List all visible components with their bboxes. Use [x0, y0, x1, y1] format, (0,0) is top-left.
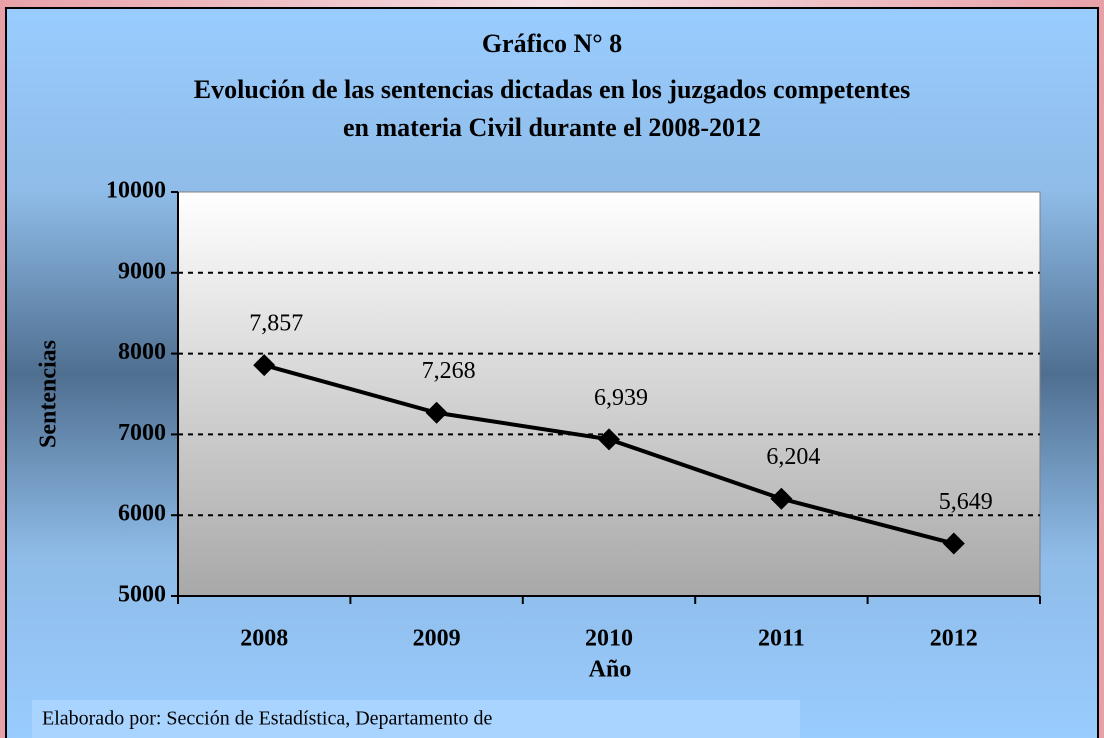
x-tick-label: 2008 — [240, 626, 288, 652]
data-marker — [942, 532, 965, 555]
data-marker — [425, 401, 448, 424]
chart-title: Gráfico N° 8 — [482, 29, 622, 58]
footnote: Elaborado por: Sección de Estadística, D… — [42, 708, 493, 730]
data-label: 6,204 — [766, 444, 820, 470]
y-tick-label: 5000 — [118, 582, 166, 608]
x-axis-title: Año — [589, 657, 632, 683]
data-marker — [253, 354, 276, 377]
y-axis-title: Sentencias — [36, 340, 62, 448]
footnote-box — [32, 700, 800, 738]
data-marker — [598, 428, 620, 451]
x-tick-label: 2012 — [930, 626, 978, 652]
data-label: 6,939 — [594, 385, 648, 411]
y-tick-label: 6000 — [118, 501, 166, 527]
y-tick-label: 8000 — [118, 339, 166, 365]
data-marker — [770, 487, 793, 510]
x-tick-label: 2011 — [758, 626, 805, 652]
y-tick-label: 7000 — [118, 420, 166, 446]
x-tick-label: 2010 — [585, 626, 633, 652]
y-tick-label: 9000 — [118, 258, 166, 284]
chart-title: Evolución de las sentencias dictadas en … — [194, 75, 910, 104]
data-label: 7,268 — [422, 358, 476, 384]
data-label: 5,649 — [939, 489, 993, 515]
x-tick-label: 2009 — [413, 626, 461, 652]
chart-title: en materia Civil durante el 2008-2012 — [343, 113, 761, 142]
y-tick-label: 10000 — [106, 178, 166, 204]
data-label: 7,857 — [249, 311, 303, 337]
